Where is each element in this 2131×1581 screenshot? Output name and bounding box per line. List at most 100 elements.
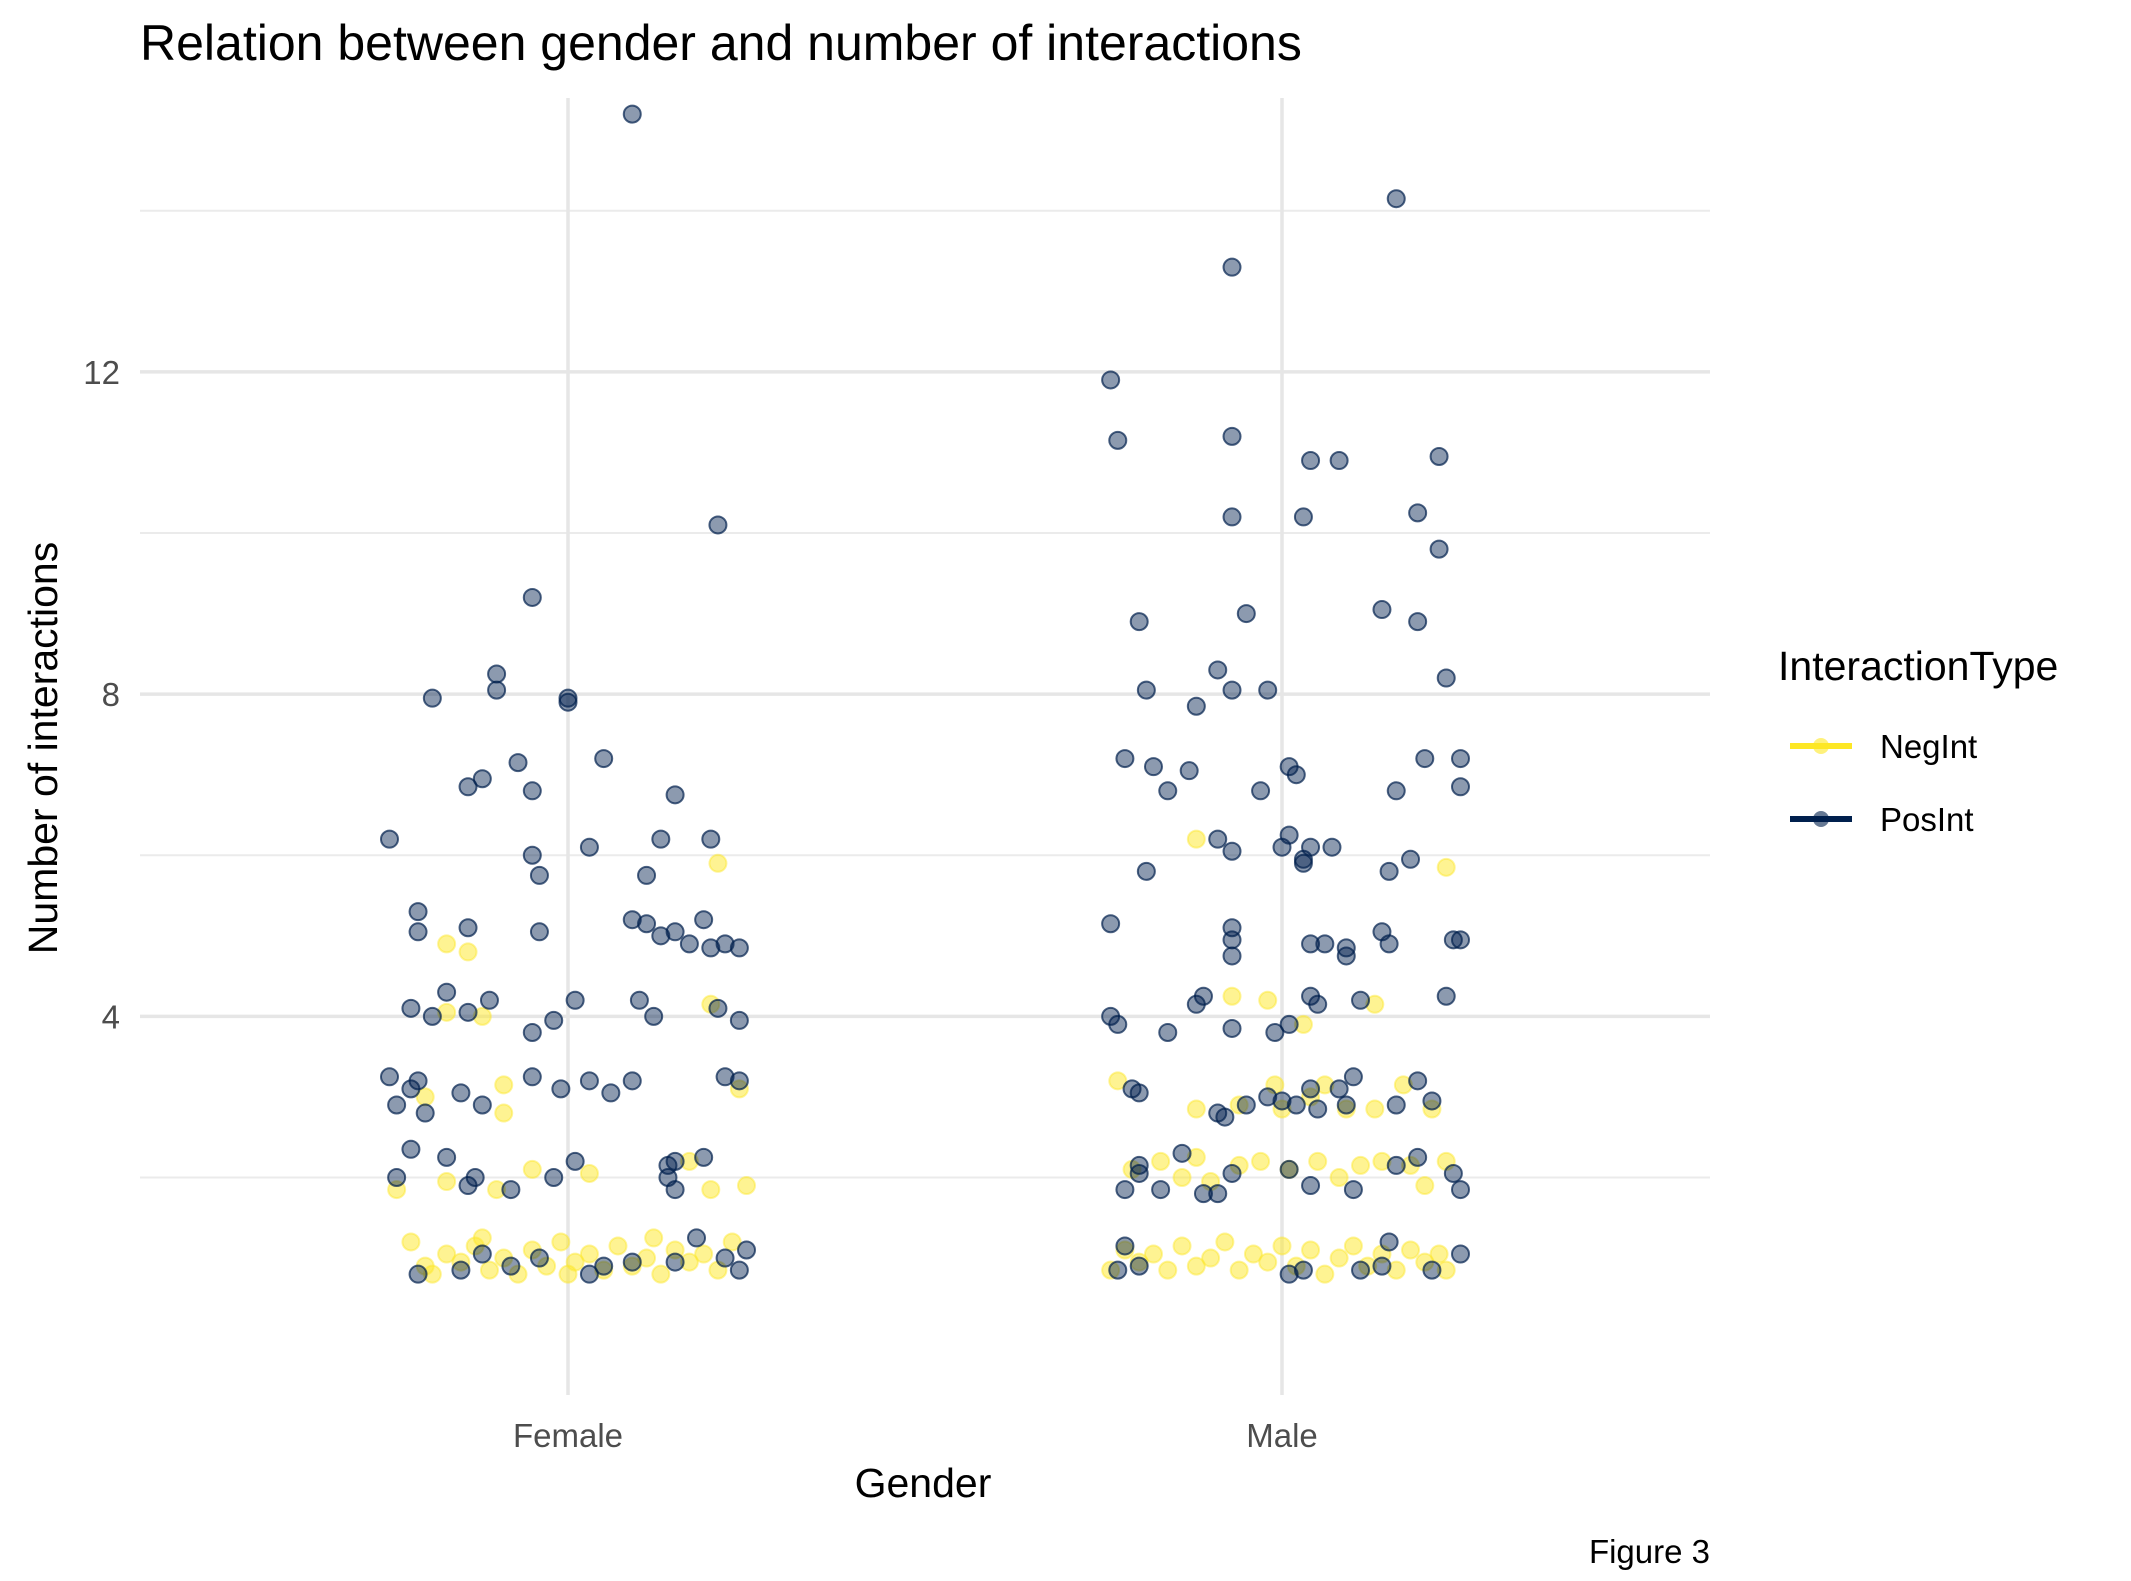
data-point bbox=[472, 1095, 492, 1115]
data-point bbox=[522, 845, 542, 865]
data-point bbox=[415, 1103, 435, 1123]
x-tick-label: Female bbox=[513, 1417, 623, 1454]
data-point bbox=[1222, 1163, 1242, 1183]
data-point bbox=[458, 1002, 478, 1022]
data-point bbox=[1158, 781, 1178, 801]
data-point bbox=[729, 938, 749, 958]
data-point bbox=[458, 942, 478, 962]
data-point bbox=[629, 990, 649, 1010]
data-point bbox=[1436, 1260, 1456, 1280]
data-point bbox=[1372, 1151, 1392, 1171]
data-point bbox=[1408, 503, 1428, 523]
data-point bbox=[1215, 1107, 1235, 1127]
data-point bbox=[1301, 1176, 1321, 1196]
data-point bbox=[1451, 749, 1470, 769]
data-point bbox=[665, 1151, 685, 1171]
data-point bbox=[644, 1228, 664, 1248]
data-point bbox=[1108, 430, 1128, 450]
data-point bbox=[679, 1151, 699, 1171]
legend-label: PosInt bbox=[1880, 801, 1974, 838]
data-point bbox=[1129, 1256, 1149, 1276]
data-point bbox=[1443, 930, 1463, 950]
legend: InteractionType NegInt PosInt bbox=[1778, 643, 2058, 838]
data-point bbox=[1186, 1147, 1206, 1167]
data-point bbox=[1315, 1075, 1335, 1095]
data-point bbox=[1301, 451, 1321, 471]
data-point bbox=[1379, 1232, 1399, 1252]
data-point bbox=[579, 837, 599, 857]
data-point bbox=[1436, 857, 1456, 877]
data-point bbox=[1129, 612, 1149, 632]
data-point bbox=[558, 1264, 578, 1284]
grid bbox=[140, 98, 1710, 1395]
data-point bbox=[1251, 1151, 1271, 1171]
data-point bbox=[1436, 668, 1456, 688]
data-point bbox=[387, 1167, 407, 1187]
data-point bbox=[737, 1176, 756, 1196]
data-point bbox=[644, 1006, 664, 1026]
data-point bbox=[1401, 849, 1421, 869]
data-point bbox=[1229, 1260, 1249, 1280]
data-point bbox=[1179, 761, 1199, 781]
data-point bbox=[465, 1167, 485, 1187]
data-point bbox=[522, 781, 542, 801]
data-point bbox=[501, 1180, 521, 1200]
data-point bbox=[458, 777, 478, 797]
y-tick-label: 12 bbox=[83, 354, 120, 391]
data-point bbox=[1143, 1244, 1163, 1264]
data-point bbox=[579, 1163, 599, 1183]
data-point bbox=[494, 1103, 514, 1123]
data-point bbox=[608, 1236, 628, 1256]
data-point bbox=[522, 1159, 542, 1179]
data-point bbox=[1279, 825, 1299, 845]
data-point bbox=[651, 1264, 671, 1284]
data-point bbox=[1286, 1095, 1306, 1115]
data-point bbox=[579, 1264, 599, 1284]
data-point bbox=[594, 1256, 614, 1276]
data-point bbox=[1451, 930, 1470, 950]
data-point bbox=[1186, 1256, 1206, 1276]
data-point bbox=[1186, 1099, 1206, 1119]
data-point bbox=[1222, 946, 1242, 966]
data-point bbox=[1201, 1248, 1221, 1268]
data-point bbox=[694, 1244, 714, 1264]
data-point bbox=[1222, 507, 1242, 527]
data-point bbox=[422, 1006, 442, 1026]
data-point bbox=[715, 1248, 735, 1268]
data-point bbox=[408, 1264, 428, 1284]
data-point bbox=[1143, 757, 1163, 777]
data-point bbox=[451, 1083, 471, 1103]
data-point bbox=[1151, 1180, 1171, 1200]
data-point bbox=[1301, 837, 1321, 857]
data-point bbox=[1429, 1244, 1449, 1264]
data-point bbox=[522, 1022, 542, 1042]
data-point bbox=[1351, 1260, 1371, 1280]
data-point bbox=[1386, 781, 1406, 801]
data-point bbox=[529, 922, 549, 942]
legend-key-point bbox=[1813, 811, 1829, 827]
data-point bbox=[1451, 1180, 1470, 1200]
data-point bbox=[1208, 660, 1228, 680]
data-point bbox=[1129, 1155, 1149, 1175]
data-point bbox=[437, 1002, 457, 1022]
data-point bbox=[1315, 1264, 1335, 1284]
data-point bbox=[1372, 1256, 1392, 1276]
data-point bbox=[1422, 1091, 1442, 1111]
data-point bbox=[1336, 938, 1356, 958]
data-point bbox=[422, 1264, 442, 1284]
data-point bbox=[1222, 930, 1242, 950]
data-point bbox=[1236, 604, 1256, 624]
data-point bbox=[1108, 1014, 1128, 1034]
data-point bbox=[679, 934, 699, 954]
legend-entry: PosInt bbox=[1790, 801, 1974, 838]
data-point bbox=[1151, 1151, 1171, 1171]
data-point bbox=[1393, 1075, 1413, 1095]
data-point bbox=[1243, 1244, 1263, 1264]
data-point bbox=[472, 1006, 492, 1026]
data-point bbox=[479, 990, 499, 1010]
data-point bbox=[529, 865, 549, 885]
data-point bbox=[665, 1180, 685, 1200]
data-point bbox=[487, 664, 507, 684]
data-point bbox=[1101, 1260, 1121, 1280]
